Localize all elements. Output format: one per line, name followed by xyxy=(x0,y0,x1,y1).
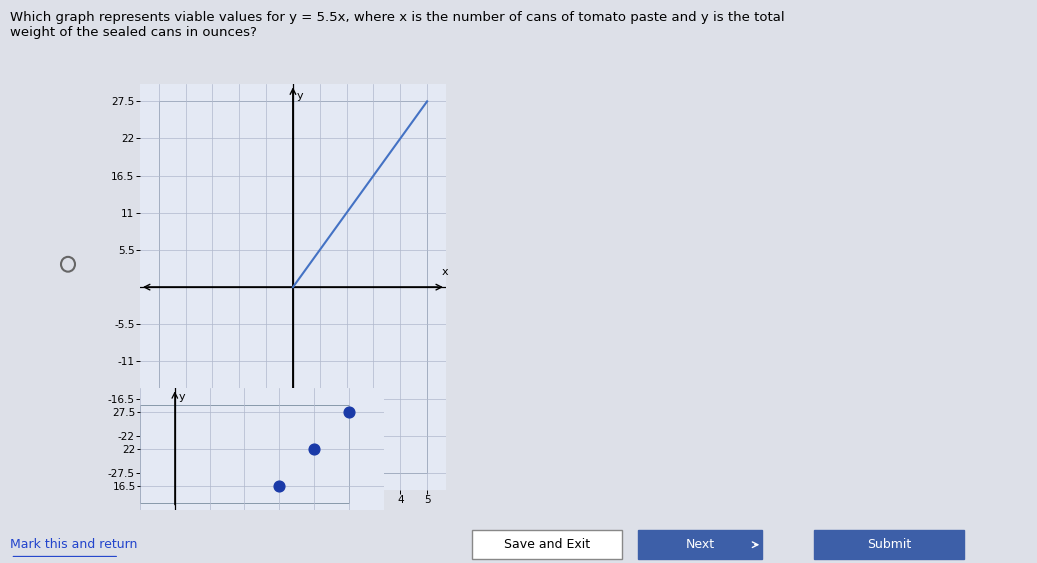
FancyBboxPatch shape xyxy=(638,530,762,560)
Text: y: y xyxy=(297,91,304,101)
Text: weight of the sealed cans in ounces?: weight of the sealed cans in ounces? xyxy=(10,26,257,39)
Text: Submit: Submit xyxy=(867,538,912,551)
Point xyxy=(271,481,287,490)
FancyBboxPatch shape xyxy=(814,530,964,560)
Text: Save and Exit: Save and Exit xyxy=(504,538,590,551)
FancyBboxPatch shape xyxy=(472,530,622,560)
Point xyxy=(306,445,323,454)
Text: x: x xyxy=(442,267,448,277)
Text: Mark this and return: Mark this and return xyxy=(10,538,138,551)
Text: Next: Next xyxy=(685,538,714,551)
Point xyxy=(340,408,357,417)
Text: y: y xyxy=(178,392,185,402)
Text: Which graph represents viable values for y = 5.5x, where x is the number of cans: Which graph represents viable values for… xyxy=(10,11,785,24)
